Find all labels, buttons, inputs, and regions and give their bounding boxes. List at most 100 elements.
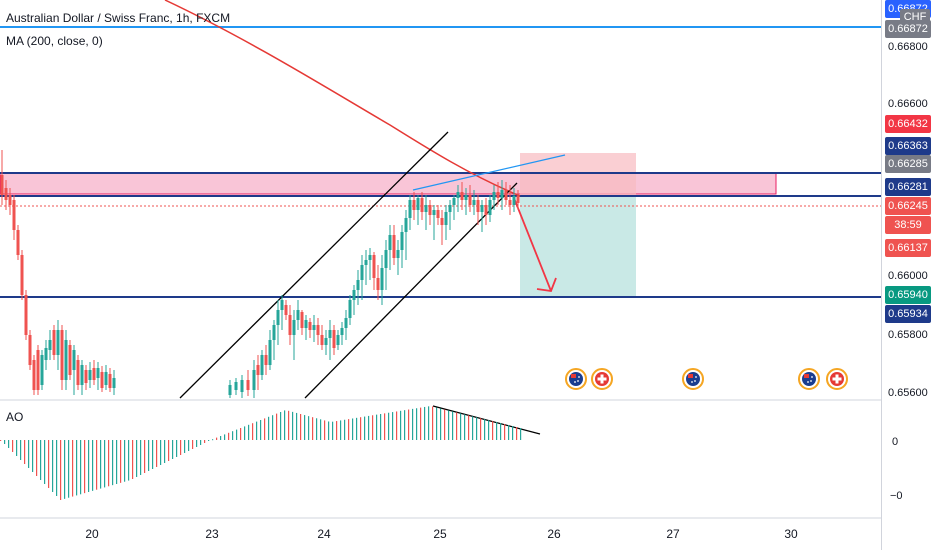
candle bbox=[472, 200, 476, 205]
candle bbox=[392, 235, 396, 258]
ao-bar bbox=[244, 426, 246, 440]
candle bbox=[56, 330, 60, 355]
candle bbox=[72, 350, 76, 370]
ao-bar bbox=[464, 414, 466, 440]
price-axis[interactable]: 0.66800 0.66600 0.66000 0.65800 0.65600 … bbox=[881, 0, 932, 550]
price-label: 0.66800 bbox=[888, 41, 928, 53]
chart-area[interactable]: Australian Dollar / Swiss Franc, 1h, FXC… bbox=[0, 0, 881, 550]
flag-star bbox=[810, 380, 812, 382]
ao-bar bbox=[148, 440, 150, 471]
price-tag-stop[interactable]: 0.66137 bbox=[885, 239, 931, 257]
ao-bar bbox=[64, 440, 66, 499]
ao-bar bbox=[156, 440, 158, 467]
price-tag-level[interactable]: 0.65934 bbox=[885, 305, 931, 323]
flag-union bbox=[688, 374, 693, 378]
symbol-title[interactable]: Australian Dollar / Swiss Franc, 1h, FXC… bbox=[6, 11, 231, 25]
ao-bar bbox=[452, 411, 454, 440]
ao-bar bbox=[392, 412, 394, 440]
ao-bar bbox=[280, 412, 282, 440]
ao-bar bbox=[164, 440, 166, 463]
candle bbox=[492, 192, 496, 200]
ao-bar bbox=[152, 440, 154, 469]
candle bbox=[276, 310, 280, 325]
australia-flag-icon[interactable] bbox=[565, 368, 587, 390]
candle bbox=[332, 330, 336, 348]
ao-bar bbox=[512, 426, 514, 440]
date-label: 23 bbox=[205, 527, 219, 541]
ao-bar bbox=[380, 414, 382, 440]
candle bbox=[456, 192, 460, 198]
candle bbox=[84, 370, 88, 383]
candle bbox=[352, 290, 356, 300]
candle bbox=[424, 205, 428, 212]
ao-bar bbox=[36, 440, 38, 476]
ao-bar bbox=[428, 406, 430, 440]
candle bbox=[272, 325, 276, 340]
price-tag-target[interactable]: 0.65940 bbox=[885, 286, 931, 304]
switzerland-flag-icon[interactable] bbox=[591, 368, 613, 390]
ao-bar bbox=[96, 440, 98, 490]
ao-bar bbox=[332, 421, 334, 440]
ao-bar bbox=[260, 420, 262, 440]
date-label: 25 bbox=[433, 527, 447, 541]
candle bbox=[316, 325, 320, 335]
ao-bar bbox=[76, 440, 78, 496]
date-label: 24 bbox=[317, 527, 331, 541]
ao-bar bbox=[340, 420, 342, 440]
ao-bar bbox=[288, 410, 290, 440]
ao-bar bbox=[272, 415, 274, 440]
ao-bar bbox=[408, 409, 410, 440]
date-label: 20 bbox=[85, 527, 99, 541]
ao-bar bbox=[248, 424, 250, 440]
ao-bar bbox=[68, 440, 70, 498]
candle bbox=[80, 365, 84, 385]
price-tag-last-price[interactable]: 0.66245 bbox=[885, 197, 931, 215]
ao-bar bbox=[40, 440, 42, 480]
candle bbox=[296, 310, 300, 320]
ao-bar bbox=[344, 419, 346, 440]
australia-flag-icon[interactable] bbox=[798, 368, 820, 390]
ao-bar bbox=[276, 413, 278, 440]
date-label: 30 bbox=[784, 527, 798, 541]
candle bbox=[348, 300, 352, 318]
candle bbox=[360, 265, 364, 280]
candle bbox=[356, 280, 360, 290]
short-stop-box bbox=[520, 153, 636, 197]
price-tag-level[interactable]: 0.66363 bbox=[885, 137, 931, 155]
ao-bar bbox=[496, 422, 498, 440]
candle bbox=[20, 255, 24, 295]
ao-bar bbox=[284, 410, 286, 440]
candle bbox=[400, 232, 404, 250]
ao-bar bbox=[364, 416, 366, 440]
candle bbox=[496, 192, 500, 198]
ao-bar bbox=[56, 440, 58, 496]
ao-bar bbox=[324, 420, 326, 440]
ao-bar bbox=[88, 440, 90, 492]
ma-indicator-label[interactable]: MA (200, close, 0) bbox=[6, 34, 103, 48]
ao-indicator-label[interactable]: AO bbox=[6, 410, 24, 424]
candle bbox=[408, 200, 412, 218]
flag-star bbox=[574, 381, 576, 383]
candle bbox=[448, 205, 452, 212]
chart-canvas[interactable] bbox=[0, 0, 881, 550]
channel-upper-line bbox=[179, 131, 449, 399]
price-tag-trendline[interactable]: 0.66285 bbox=[885, 155, 931, 173]
candle bbox=[500, 190, 504, 198]
date-label: 27 bbox=[666, 527, 680, 541]
australia-flag-icon[interactable] bbox=[682, 368, 704, 390]
candle bbox=[8, 195, 12, 205]
candle bbox=[280, 300, 284, 310]
ao-bar bbox=[12, 440, 14, 452]
price-tag-level[interactable]: 0.66281 bbox=[885, 178, 931, 196]
ao-bar bbox=[492, 421, 494, 440]
flag-star bbox=[807, 381, 809, 383]
switzerland-flag-icon[interactable] bbox=[826, 368, 848, 390]
candle bbox=[60, 330, 64, 380]
candle bbox=[32, 360, 36, 390]
ao-axis-label: −0 bbox=[890, 490, 903, 502]
ao-bar bbox=[200, 440, 202, 445]
price-tag-ma[interactable]: 0.66432 bbox=[885, 115, 931, 133]
candle bbox=[372, 255, 376, 278]
candle bbox=[484, 205, 488, 215]
candle bbox=[464, 195, 468, 200]
